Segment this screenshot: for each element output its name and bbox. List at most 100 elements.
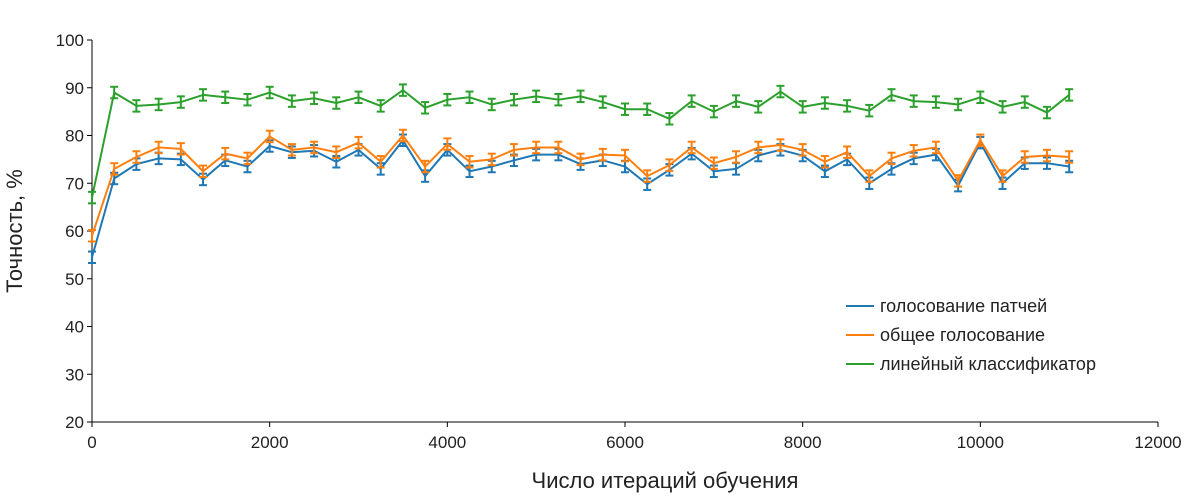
error-bar xyxy=(643,169,652,183)
error-bar xyxy=(1042,148,1051,163)
error-bar xyxy=(621,148,629,163)
error-bar xyxy=(332,145,341,159)
error-bar xyxy=(887,151,896,166)
error-bar xyxy=(376,99,385,113)
error-bar xyxy=(354,135,363,150)
error-bar xyxy=(154,97,163,112)
y-tick-label: 40 xyxy=(65,318,84,337)
error-bar xyxy=(776,138,785,152)
error-bar xyxy=(376,155,385,169)
error-bar xyxy=(709,104,718,119)
error-bar xyxy=(221,146,230,161)
y-tick-label: 50 xyxy=(65,270,84,289)
series-layer xyxy=(88,83,1074,264)
error-bar xyxy=(465,155,474,169)
x-tick-label: 6000 xyxy=(606,433,644,452)
y-tick-label: 70 xyxy=(65,174,84,193)
error-bar xyxy=(709,156,718,170)
y-axis-label: Точность, % xyxy=(2,169,27,293)
x-tick-label: 4000 xyxy=(428,433,466,452)
error-bar xyxy=(687,94,696,108)
error-bar xyxy=(843,145,852,159)
error-bar xyxy=(843,99,852,113)
x-ticks: 0 2000 4000 6000 8000 10000 12000 xyxy=(87,422,1182,452)
error-bar xyxy=(732,150,741,164)
error-bar xyxy=(310,140,319,155)
series-3 xyxy=(88,83,1074,205)
error-bar xyxy=(398,83,407,97)
legend-item: общее голосование xyxy=(846,325,1045,345)
x-tick-label: 10000 xyxy=(957,433,1004,452)
y-tick-label: 20 xyxy=(65,413,84,432)
error-bar xyxy=(887,88,896,102)
error-bar xyxy=(576,152,585,167)
series-line xyxy=(91,89,1070,198)
error-bar xyxy=(976,90,985,105)
error-bar xyxy=(443,92,452,107)
error-bar xyxy=(798,143,807,157)
series-2 xyxy=(88,128,1074,243)
error-bar xyxy=(88,229,96,243)
error-bar xyxy=(287,143,296,157)
error-bar xyxy=(265,129,274,144)
error-bar xyxy=(287,94,296,108)
error-bar xyxy=(332,96,341,110)
error-bar xyxy=(88,250,96,264)
error-bar xyxy=(1020,150,1029,164)
error-bar xyxy=(554,92,563,107)
y-tick-label: 90 xyxy=(65,79,84,98)
error-bar xyxy=(865,169,874,183)
error-bar xyxy=(643,102,652,116)
error-bar xyxy=(621,102,629,116)
error-bar xyxy=(820,155,829,169)
error-bar xyxy=(1020,95,1029,109)
x-axis-label: Число итераций обучения xyxy=(532,468,799,493)
axes: 0 2000 4000 6000 8000 10000 12000 20 30 40 50 60 70… xyxy=(56,31,1182,452)
error-bar xyxy=(421,101,430,115)
error-bar xyxy=(998,169,1007,183)
legend: голосование патчей общее голосование линей… xyxy=(846,296,1096,374)
error-bar xyxy=(1042,105,1051,120)
error-bar xyxy=(998,100,1007,114)
legend-item: голосование патчей xyxy=(846,296,1047,316)
error-bar xyxy=(532,140,541,155)
error-bar xyxy=(487,97,496,112)
error-bar xyxy=(665,112,674,126)
series-line xyxy=(91,134,1070,237)
error-bar xyxy=(798,100,807,114)
error-bar xyxy=(754,140,763,155)
error-bar xyxy=(954,174,963,188)
error-bar xyxy=(199,164,208,179)
error-bar xyxy=(820,96,829,110)
x-tick-label: 2000 xyxy=(251,433,289,452)
y-tick-label: 30 xyxy=(65,365,84,384)
error-bar xyxy=(243,92,252,107)
error-bar xyxy=(554,140,563,155)
error-bar xyxy=(865,103,874,118)
error-bar xyxy=(732,94,741,108)
error-bar xyxy=(931,95,940,109)
legend-label: голосование патчей xyxy=(880,296,1047,316)
error-bar xyxy=(1065,88,1074,102)
error-bar xyxy=(199,88,208,102)
x-tick-label: 0 xyxy=(87,433,96,452)
error-bar xyxy=(354,90,363,105)
error-bar xyxy=(687,140,696,155)
error-bar xyxy=(88,190,96,205)
error-bar xyxy=(465,90,474,105)
error-bar xyxy=(509,92,518,107)
error-bar xyxy=(598,147,607,162)
error-bar xyxy=(176,142,185,156)
error-bar xyxy=(931,140,940,155)
error-bar xyxy=(221,90,230,105)
error-bar xyxy=(776,84,785,99)
error-bar xyxy=(598,95,607,109)
error-bar xyxy=(110,85,119,100)
error-bar xyxy=(487,152,496,167)
error-bar xyxy=(398,128,407,143)
error-bar xyxy=(243,151,252,166)
y-tick-label: 80 xyxy=(65,127,84,146)
legend-label: общее голосование xyxy=(880,325,1045,345)
error-bar xyxy=(576,89,585,104)
